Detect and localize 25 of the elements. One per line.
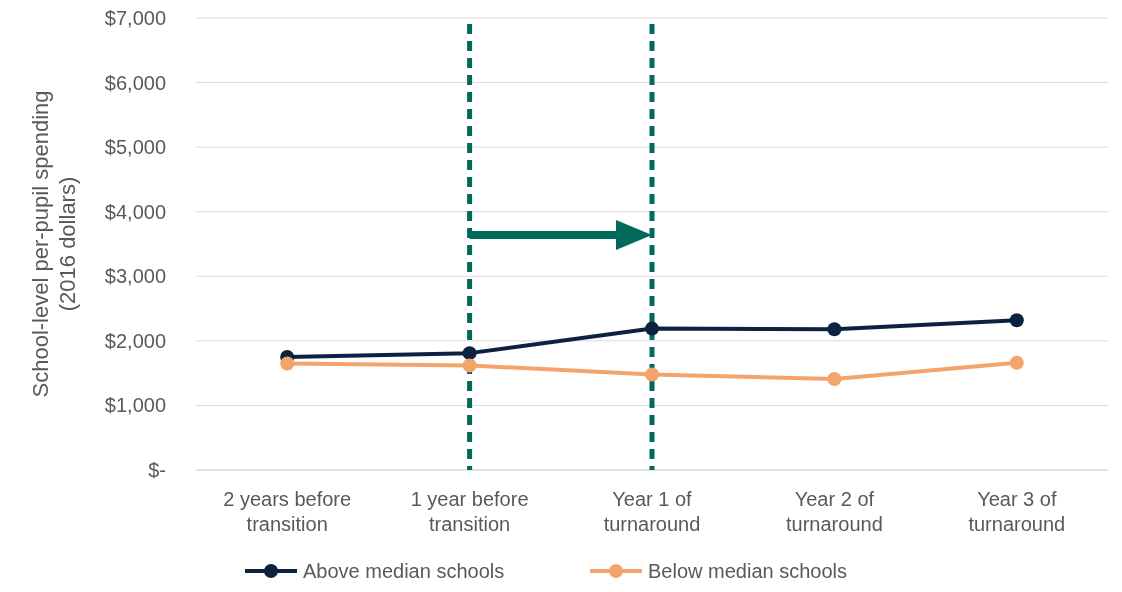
point <box>645 367 659 382</box>
x-tick-label: 1 year before transition <box>410 488 529 535</box>
legend-label: Below median schools <box>648 560 847 582</box>
y-tick-label: $3,000 <box>104 265 166 288</box>
point <box>462 358 477 373</box>
y-tick-label: $7,000 <box>104 7 166 29</box>
y-tick-label: $4,000 <box>104 200 166 223</box>
point <box>1009 313 1024 328</box>
x-tick-label: Year 2 of turnaround <box>786 488 883 535</box>
x-tick-label: 2 years before transition <box>223 488 352 535</box>
point <box>827 371 842 386</box>
point <box>827 322 842 337</box>
y-tick-label: $1,000 <box>104 394 166 417</box>
y-axis-title: School-level per-pupil spending (2016 dollars) <box>28 90 80 398</box>
point <box>1009 355 1024 370</box>
x-tick-label: Year 1 of turnaround <box>603 488 701 535</box>
y-tick-label: $2,000 <box>104 329 166 352</box>
y-tick-label: $6,000 <box>104 71 166 94</box>
x-tick-label: Year 3 of turnaround <box>968 488 1066 535</box>
point <box>645 321 659 336</box>
point <box>280 356 295 371</box>
legend-label: Above median schools <box>303 560 505 582</box>
y-tick-label: $5,000 <box>104 136 166 159</box>
y-tick-label: $- <box>148 459 166 481</box>
point <box>462 346 477 361</box>
